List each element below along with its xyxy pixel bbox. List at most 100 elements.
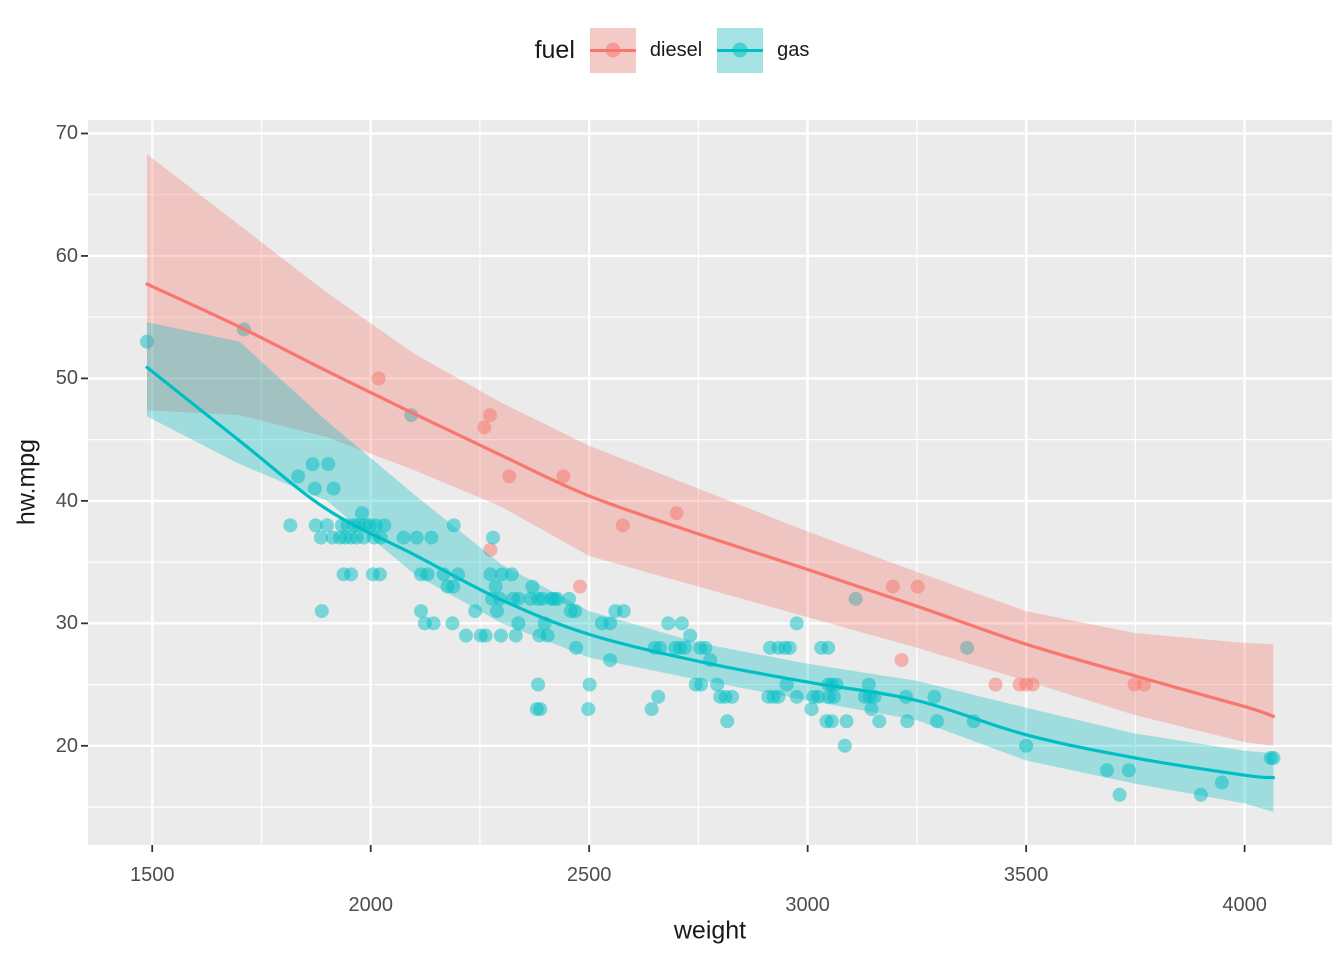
data-point-diesel [477,420,492,435]
data-point-gas [861,677,876,692]
x-tick-label: 1500 [129,864,175,886]
legend-key-gas [717,27,764,73]
legend-title: fuel [534,35,575,64]
data-point-gas [504,567,519,582]
data-point-gas [372,567,387,582]
y-tick-label: 20 [55,734,78,757]
legend-label-diesel: diesel [649,38,703,61]
data-point-gas [569,640,584,655]
data-point-gas [486,530,501,545]
y-axis-title: hw.mpg [12,438,41,526]
data-point-gas [568,604,583,619]
data-point-gas [468,604,483,619]
data-point-gas [562,591,577,606]
y-tick-label: 70 [55,122,78,145]
data-point-gas [445,616,460,631]
y-tick-label: 50 [55,367,78,390]
data-point-gas [698,640,713,655]
legend-item-diesel: diesel [589,27,703,73]
x-axis-title: weight [673,916,747,945]
data-point-gas [837,738,852,753]
data-point-gas [927,689,942,704]
data-point-gas [326,481,341,496]
data-point-gas [508,628,523,643]
data-point-gas [446,579,461,594]
data-point-gas [483,567,498,582]
gridlines [88,120,1332,845]
data-point-diesel [1025,677,1040,692]
data-point-gas [533,702,548,717]
data-point-diesel [669,506,684,521]
trend-line-diesel [145,282,1275,718]
data-point-gas [771,689,786,704]
data-point-gas [283,518,298,533]
data-point-gas [409,530,424,545]
data-point-diesel [502,469,517,484]
data-point-diesel [482,408,497,423]
x-tick-label: 3500 [1003,864,1049,886]
data-point-diesel [988,677,1003,692]
data-point-gas [321,457,336,472]
data-point-gas [413,604,428,619]
data-point-gas [782,640,797,655]
legend-key-point-icon [605,42,621,58]
legend-item-gas: gas [717,27,809,73]
x-tick-label: 4000 [1222,894,1267,916]
data-point-gas [644,702,659,717]
legend-key-point-icon [732,42,748,58]
data-point-diesel [1127,677,1142,692]
data-point-gas [1019,738,1034,753]
data-point-gas [313,530,328,545]
data-point-gas [458,628,473,643]
data-point-gas [661,616,676,631]
trend-lines [145,282,1275,780]
data-point-gas [1266,751,1281,766]
data-point-gas [720,714,735,729]
data-point-gas [478,628,493,643]
data-point-gas [307,481,322,496]
data-point-gas [531,677,546,692]
data-point-gas [789,689,804,704]
y-tick-label: 40 [55,489,78,512]
confidence-ribbon-diesel [147,154,1274,746]
data-point-gas [710,677,725,692]
data-point-gas [824,714,839,729]
legend-key-diesel [589,27,636,73]
data-point-gas [900,714,915,729]
data-point-gas [789,616,804,631]
axis-tick-marks [81,132,1246,852]
data-point-gas [446,518,461,533]
data-point-gas [1112,787,1127,802]
data-point-gas [550,591,565,606]
data-point-diesel [894,653,909,668]
data-point-gas [1121,763,1136,778]
data-point-gas [929,714,944,729]
x-tick-label: 2500 [566,864,612,886]
data-point-diesel [556,469,571,484]
trend-line-gas [145,365,1275,780]
data-point-gas [1193,787,1208,802]
data-point-gas [511,616,526,631]
data-point-gas [377,518,392,533]
data-point-diesel [371,371,386,386]
data-point-gas [354,506,369,521]
data-point-diesel [483,542,498,557]
data-point-gas [396,530,411,545]
data-point-gas [424,530,439,545]
data-point-gas [616,604,631,619]
data-point-gas [683,628,698,643]
data-point-gas [651,689,666,704]
data-point-gas [1214,775,1229,790]
data-point-diesel [615,518,630,533]
data-point-gas [344,567,359,582]
data-point-gas [821,640,836,655]
data-point-gas [804,702,819,717]
data-point-gas [356,530,371,545]
data-point-gas [488,579,503,594]
data-point-gas [581,702,596,717]
data-point-gas [308,518,323,533]
data-point-gas [603,616,618,631]
data-point-gas [420,567,435,582]
x-tick-label: 2000 [348,894,393,916]
